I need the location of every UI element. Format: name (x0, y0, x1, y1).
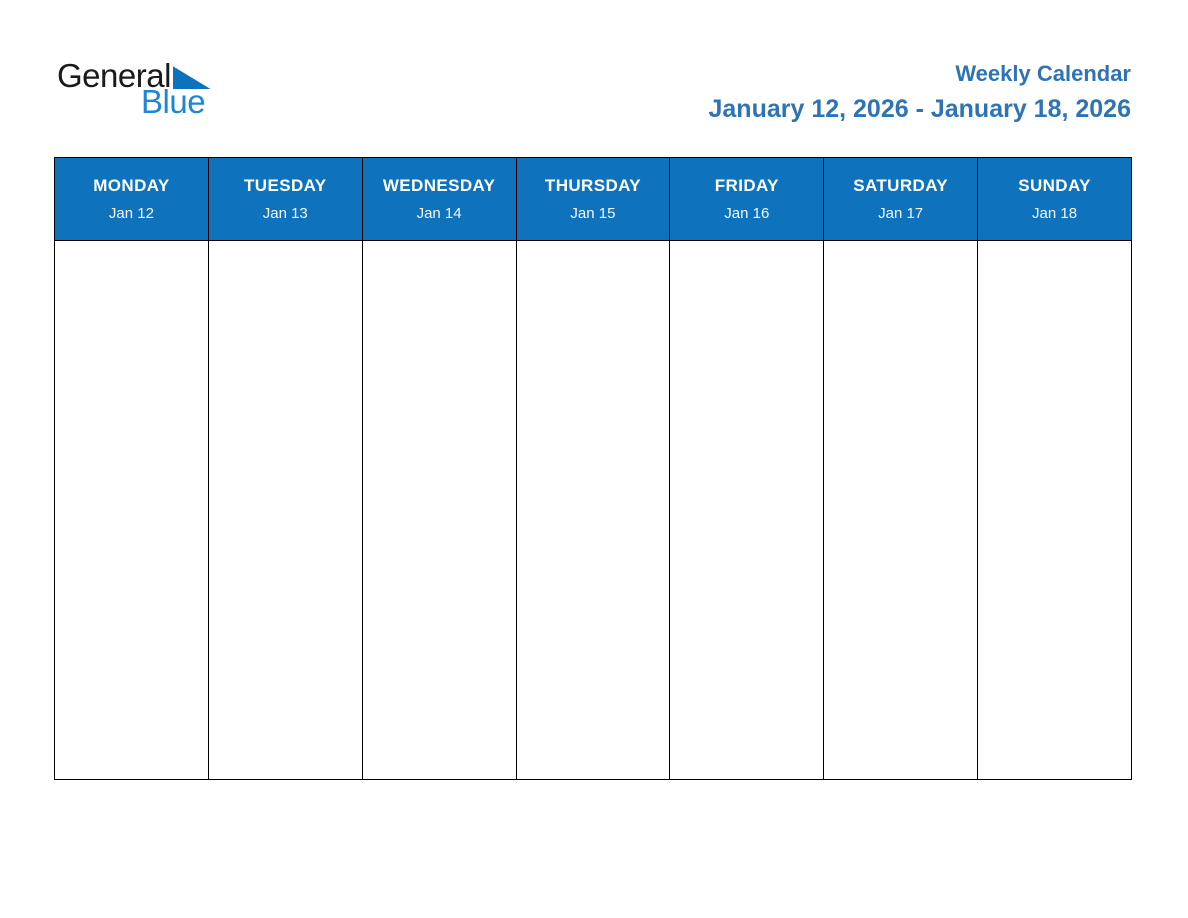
day-date-label: Jan 12 (108, 205, 154, 222)
day-header-sunday: SUNDAY Jan 18 (977, 157, 1132, 241)
logo-word-blue: Blue (141, 83, 206, 121)
calendar-header-row: MONDAY Jan 12 TUESDAY Jan 13 WEDNESDAY J… (54, 157, 1132, 241)
page-title: Weekly Calendar (955, 61, 1131, 86)
day-date-label: Jan 13 (262, 205, 308, 222)
logo-top-row: General (57, 57, 277, 94)
day-header-friday: FRIDAY Jan 16 (669, 157, 825, 241)
day-cell-wednesday (361, 240, 517, 780)
day-name-label: THURSDAY (544, 176, 641, 195)
day-cell-sunday (977, 240, 1132, 780)
day-name-label: MONDAY (93, 176, 170, 195)
title-block: Weekly Calendar January 12, 2026 - Janua… (708, 58, 1131, 124)
top-bar: General Blue Weekly Calendar January 12,… (57, 57, 1131, 128)
day-header-saturday: SATURDAY Jan 17 (823, 157, 979, 241)
date-range: January 12, 2026 - January 18, 2026 (708, 95, 1131, 124)
day-name-label: FRIDAY (714, 176, 779, 195)
calendar-body-row (54, 240, 1132, 780)
day-date-label: Jan 14 (416, 205, 462, 222)
day-name-label: SATURDAY (853, 176, 949, 195)
day-name-label: WEDNESDAY (382, 176, 496, 195)
day-cell-friday (669, 240, 825, 780)
logo-triangle-icon (172, 66, 211, 90)
day-date-label: Jan 17 (878, 205, 924, 222)
weekly-calendar-table: MONDAY Jan 12 TUESDAY Jan 13 WEDNESDAY J… (54, 157, 1132, 780)
day-cell-saturday (823, 240, 979, 780)
day-date-label: Jan 15 (570, 205, 616, 222)
day-cell-tuesday (207, 240, 363, 780)
day-name-label: SUNDAY (1018, 176, 1091, 195)
day-header-tuesday: TUESDAY Jan 13 (207, 157, 363, 241)
general-blue-logo: General Blue (57, 57, 277, 128)
day-header-monday: MONDAY Jan 12 (54, 157, 209, 241)
day-name-label: TUESDAY (244, 176, 327, 195)
day-cell-thursday (515, 240, 671, 780)
day-cell-monday (54, 240, 209, 780)
day-date-label: Jan 18 (1032, 205, 1078, 222)
day-header-wednesday: WEDNESDAY Jan 14 (361, 157, 517, 241)
logo-word-general: General (57, 57, 171, 94)
day-date-label: Jan 16 (724, 205, 770, 222)
day-header-thursday: THURSDAY Jan 15 (515, 157, 671, 241)
